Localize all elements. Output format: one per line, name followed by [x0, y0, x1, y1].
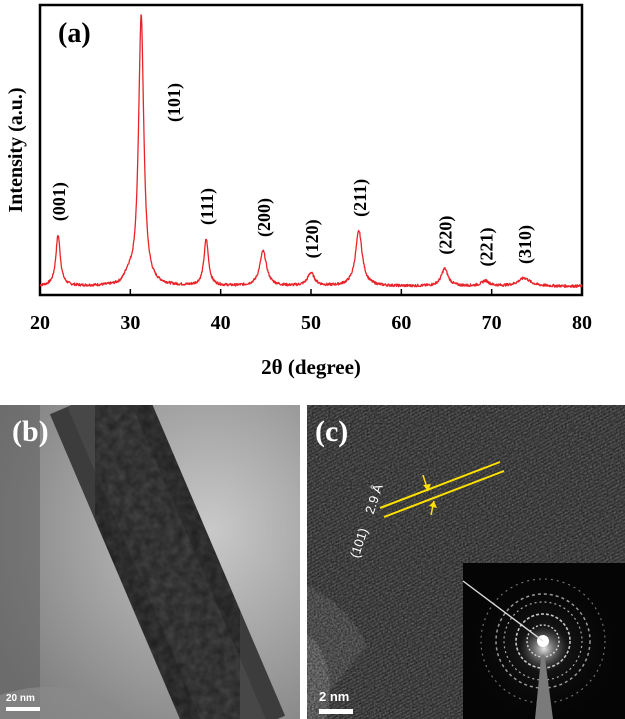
- x-tick-label: 70: [482, 312, 502, 334]
- scale-bar: [6, 707, 40, 711]
- saed-inset: [462, 563, 625, 719]
- scale-bar: [319, 709, 353, 714]
- peak-label: (221): [476, 228, 497, 267]
- panel-label-b: (b): [12, 415, 49, 448]
- peak-label: (001): [49, 182, 70, 221]
- peak-label: (111): [197, 188, 218, 225]
- xrd-chart: 20 30 40 50 60 70 80 (001) (101) (111) (200) (120)…: [5, 3, 592, 379]
- hrtem-lattice-image: [307, 405, 625, 719]
- peak-label: (101): [164, 83, 185, 122]
- peak-label: (120): [302, 219, 323, 258]
- scale-bar-label: 20 nm: [6, 693, 35, 704]
- peak-label: (220): [436, 216, 457, 255]
- chart-panel-label: (a): [58, 18, 91, 49]
- peak-label: (310): [515, 225, 536, 264]
- scale-bar-label: 2 nm: [319, 689, 350, 704]
- panel-label-c: (c): [315, 415, 349, 448]
- y-axis-label: Intensity (a.u.): [5, 87, 27, 212]
- x-tick-label: 30: [120, 312, 140, 334]
- hrtem-image-panel: (c) 2 nm 2.9 Å (101): [307, 405, 625, 719]
- x-tick-label: 40: [211, 312, 231, 334]
- x-axis-label: 2θ (degree): [261, 355, 361, 379]
- tem-image-panel: (b) 20 nm: [0, 405, 300, 719]
- xrd-series-line: [39, 14, 583, 288]
- tem-nanofiber-image: [0, 405, 300, 719]
- peak-label: (200): [254, 198, 275, 237]
- x-tick-label: 50: [301, 312, 321, 334]
- peak-label: (211): [350, 179, 371, 217]
- x-tick-label: 60: [391, 312, 411, 334]
- x-tick-label: 80: [572, 312, 592, 334]
- x-tick-label: 20: [30, 312, 50, 334]
